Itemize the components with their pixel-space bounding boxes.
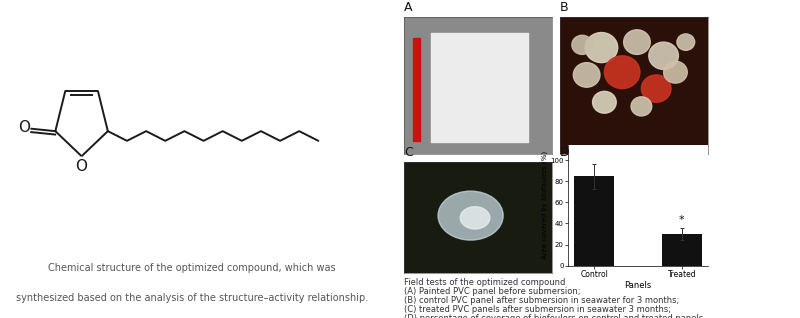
Text: A: A: [404, 1, 413, 14]
Text: Chemical structure of the optimized compound, which was: Chemical structure of the optimized comp…: [48, 263, 336, 273]
Circle shape: [631, 97, 652, 116]
Text: (C) treated PVC panels after submersion in seawater 3 months;: (C) treated PVC panels after submersion …: [404, 305, 671, 314]
Bar: [574, 176, 614, 266]
Text: synthesized based on the analysis of the structure–activity relationship.: synthesized based on the analysis of the…: [16, 294, 368, 303]
Circle shape: [585, 32, 618, 63]
Text: B: B: [560, 1, 569, 14]
Bar: [662, 234, 702, 266]
Text: O: O: [18, 120, 30, 135]
X-axis label: Panels: Panels: [624, 281, 652, 290]
Circle shape: [593, 91, 616, 113]
Bar: [413, 38, 420, 141]
Text: O: O: [75, 159, 88, 174]
Text: (A) Painted PVC panel before submersion;: (A) Painted PVC panel before submersion;: [404, 287, 581, 296]
Text: D: D: [560, 146, 570, 159]
Circle shape: [572, 35, 593, 54]
Text: (B) control PVC panel after submersion in seawater for 3 months;: (B) control PVC panel after submersion i…: [404, 296, 679, 305]
Circle shape: [642, 75, 671, 102]
Circle shape: [605, 56, 640, 89]
Circle shape: [677, 34, 694, 50]
Text: Field tests of the optimized compound: Field tests of the optimized compound: [404, 278, 566, 287]
Text: (D) percentage of coverage of biofoulers on control and treated panels.: (D) percentage of coverage of biofoulers…: [404, 314, 706, 318]
Circle shape: [664, 61, 687, 83]
Y-axis label: Area covered by biofoulers (%): Area covered by biofoulers (%): [541, 151, 547, 259]
Text: *: *: [679, 215, 685, 225]
Circle shape: [649, 42, 678, 69]
Bar: [430, 32, 528, 142]
Text: C: C: [404, 146, 413, 159]
Circle shape: [574, 63, 600, 87]
Circle shape: [624, 30, 650, 54]
Circle shape: [438, 191, 503, 240]
Circle shape: [460, 207, 490, 229]
